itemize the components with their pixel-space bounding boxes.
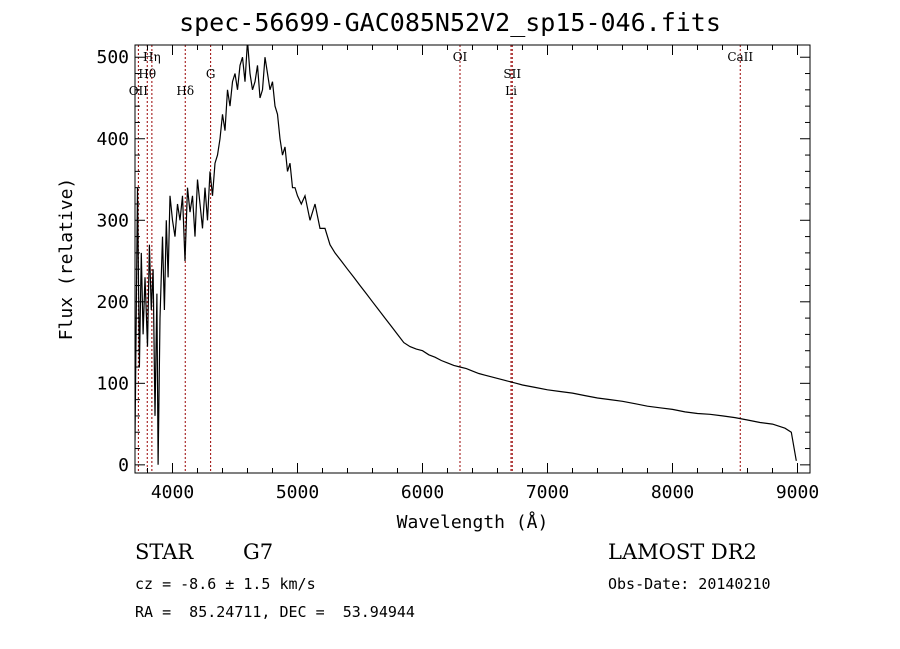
x-tick-label: 4000: [151, 482, 194, 503]
feature-label: OI: [453, 50, 468, 64]
y-tick-label: 300: [96, 210, 129, 231]
feature-label: G: [206, 67, 216, 81]
x-tick-label: 5000: [276, 482, 319, 503]
feature-label: Hθ: [138, 67, 156, 81]
y-tick-label: 400: [96, 129, 129, 150]
coordinates-label: RA = 85.24711, DEC = 53.94944: [135, 603, 415, 621]
obs-date-label: Obs-Date: 20140210: [608, 575, 771, 593]
y-tick-label: 0: [118, 455, 129, 476]
x-tick-label: 9000: [776, 482, 819, 503]
x-tick-label: 8000: [651, 482, 694, 503]
y-tick-label: 500: [96, 47, 129, 68]
x-axis-label: Wavelength (Å): [397, 511, 549, 533]
y-tick-label: 100: [96, 373, 129, 394]
survey-label: LAMOST DR2: [608, 540, 757, 564]
feature-label: Hη: [143, 50, 161, 64]
feature-label: SII: [503, 67, 521, 81]
chart-title: spec-56699-GAC085N52V2_sp15-046.fits: [179, 8, 721, 37]
plot-frame: [134, 44, 811, 474]
x-tick-label: 6000: [401, 482, 444, 503]
object-subclass: G7: [243, 540, 274, 564]
spectrum-line: [135, 45, 797, 465]
x-tick-label: 7000: [526, 482, 569, 503]
feature-label: OII: [129, 84, 149, 98]
redshift-label: cz = -8.6 ± 1.5 km/s: [135, 575, 316, 593]
y-axis-label: Flux (relative): [56, 178, 77, 341]
object-class: STAR: [135, 540, 194, 564]
feature-label: Hδ: [176, 84, 194, 98]
y-tick-label: 200: [96, 292, 129, 313]
feature-label: CaII: [727, 50, 753, 64]
feature-label: Li: [505, 84, 517, 98]
